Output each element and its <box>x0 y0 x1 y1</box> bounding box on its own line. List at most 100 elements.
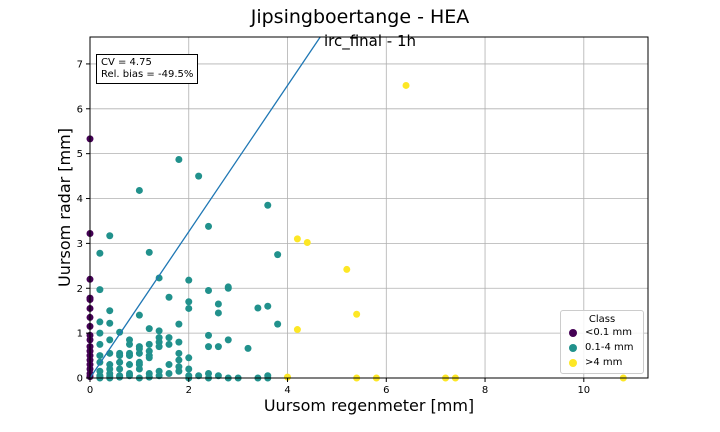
data-point <box>135 349 143 357</box>
data-point <box>116 358 124 366</box>
data-point <box>106 319 114 327</box>
legend: Class <0.1 mm 0.1-4 mm >4 mm <box>560 310 644 374</box>
data-point <box>303 238 311 246</box>
data-point <box>205 287 213 295</box>
data-point <box>185 354 193 362</box>
data-point <box>96 340 104 348</box>
stats-annotation: CV = 4.75 Rel. bias = -49.5% <box>96 54 199 84</box>
data-point <box>116 365 124 373</box>
data-point <box>185 298 193 306</box>
data-point <box>106 336 114 344</box>
y-tick-label: 6 <box>77 104 83 115</box>
data-point <box>244 344 252 352</box>
y-tick-label: 7 <box>77 59 83 70</box>
y-tick-label: 3 <box>77 239 83 250</box>
data-point <box>402 81 410 89</box>
data-point <box>165 361 173 369</box>
data-point <box>284 373 292 381</box>
data-point <box>135 186 143 194</box>
data-point <box>214 343 222 351</box>
data-point <box>165 293 173 301</box>
y-tick-label: 2 <box>77 284 83 295</box>
data-point <box>145 370 153 378</box>
data-point <box>116 352 124 360</box>
data-point <box>274 320 282 328</box>
legend-marker <box>569 328 577 337</box>
data-point <box>126 361 134 369</box>
data-point <box>175 356 183 364</box>
y-ticks: 0 1 2 3 4 5 6 7 <box>77 59 90 385</box>
data-point <box>165 370 173 378</box>
data-point <box>175 320 183 328</box>
data-point <box>185 365 193 373</box>
y-tick-label: 1 <box>77 329 83 340</box>
data-point <box>126 340 134 348</box>
plot-frame <box>89 36 649 379</box>
data-point <box>293 326 301 334</box>
data-point <box>205 331 213 339</box>
data-point <box>175 363 183 371</box>
data-point <box>175 155 183 163</box>
data-point <box>224 336 232 344</box>
data-point <box>96 286 104 294</box>
data-point <box>264 302 272 310</box>
x-ticks: 0 2 4 6 8 10 <box>87 378 590 396</box>
legend-label: 0.1-4 mm <box>585 342 634 353</box>
data-point <box>145 325 153 333</box>
data-point <box>96 318 104 326</box>
x-tick-label: 10 <box>577 385 590 396</box>
data-point <box>155 274 163 282</box>
regression-line-path <box>89 36 321 379</box>
data-point <box>116 373 124 381</box>
data-point <box>135 311 143 319</box>
data-points <box>86 81 627 382</box>
y-axis-label: Uursom radar [mm] <box>55 128 74 287</box>
data-point <box>205 370 213 378</box>
y-tick-label: 0 <box>77 374 83 385</box>
x-axis-label: Uursom regenmeter [mm] <box>264 396 474 415</box>
legend-marker <box>569 358 577 367</box>
regression-line <box>89 36 321 379</box>
x-tick-label: 2 <box>186 385 192 396</box>
legend-marker <box>569 343 577 352</box>
data-point <box>205 343 213 351</box>
data-point <box>254 304 262 312</box>
data-point <box>106 232 114 240</box>
data-point <box>224 283 232 291</box>
cv-text: CV = 4.75 <box>101 57 152 68</box>
data-point <box>264 201 272 209</box>
data-point <box>126 352 134 360</box>
data-point <box>106 307 114 315</box>
y-tick-label: 4 <box>77 194 83 205</box>
data-point <box>96 329 104 337</box>
data-point <box>175 338 183 346</box>
data-point <box>96 249 104 257</box>
data-point <box>175 349 183 357</box>
bias-text: Rel. bias = -49.5% <box>101 69 194 80</box>
data-point <box>145 248 153 256</box>
data-point <box>155 367 163 375</box>
data-point <box>185 304 193 312</box>
data-point <box>155 327 163 335</box>
data-point <box>155 343 163 351</box>
data-point <box>145 352 153 360</box>
legend-entry: >4 mm <box>569 355 643 370</box>
data-point <box>145 340 153 348</box>
data-point <box>135 361 143 369</box>
data-point <box>293 235 301 243</box>
data-point <box>165 334 173 342</box>
data-point <box>155 334 163 342</box>
x-tick-label: 4 <box>284 385 290 396</box>
figure-title: Jipsingboertange - HEA <box>250 6 470 28</box>
legend-entry: 0.1-4 mm <box>569 340 643 355</box>
data-point <box>195 172 203 180</box>
data-point <box>165 340 173 348</box>
data-point <box>343 265 351 273</box>
data-point <box>205 222 213 230</box>
x-tick-label: 0 <box>87 385 93 396</box>
legend-label: <0.1 mm <box>585 327 632 338</box>
x-tick-label: 8 <box>482 385 488 396</box>
data-point <box>96 352 104 360</box>
data-point <box>353 310 361 318</box>
